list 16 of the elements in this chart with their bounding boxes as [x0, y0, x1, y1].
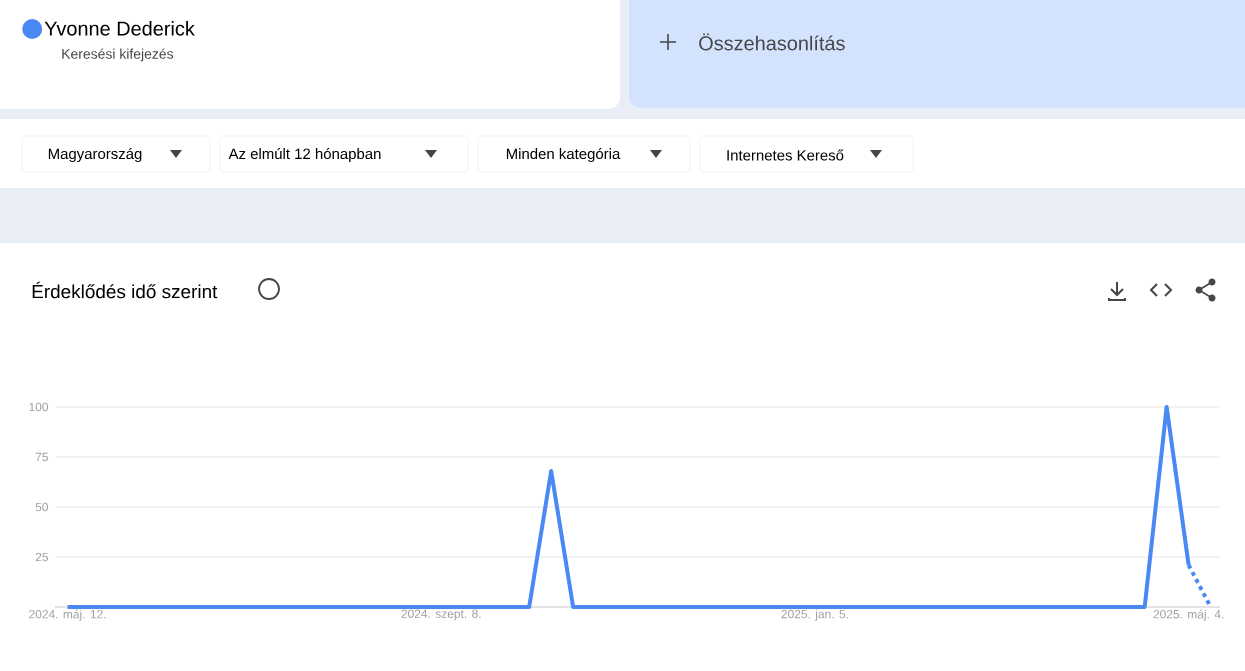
x-tick-label: 2025. jan. 5.	[781, 609, 848, 621]
y-tick-label: 100	[29, 402, 49, 412]
text: Internetes Kereső	[727, 149, 844, 161]
x-tick-label: 2024. szept. 8.	[401, 609, 481, 621]
text: Összehasonlítás	[699, 33, 845, 51]
text: Az elmúlt 12 hónapban	[228, 147, 381, 163]
text: Magyarország	[48, 147, 142, 163]
x-tick-label: 2024. máj. 12.	[29, 609, 106, 621]
y-tick-label: 50	[35, 502, 49, 512]
chart-title: Érdeklődés idő szerint	[32, 281, 218, 299]
y-tick-label: 75	[35, 452, 48, 462]
x-tick-label: 2025. máj. 4.	[1153, 609, 1224, 621]
text: Minden kategória	[506, 147, 621, 163]
text: Keresési kifejezés	[62, 48, 174, 62]
legend-label: Yvonne Dederick	[44, 21, 195, 36]
y-tick-label: 25	[35, 552, 48, 562]
